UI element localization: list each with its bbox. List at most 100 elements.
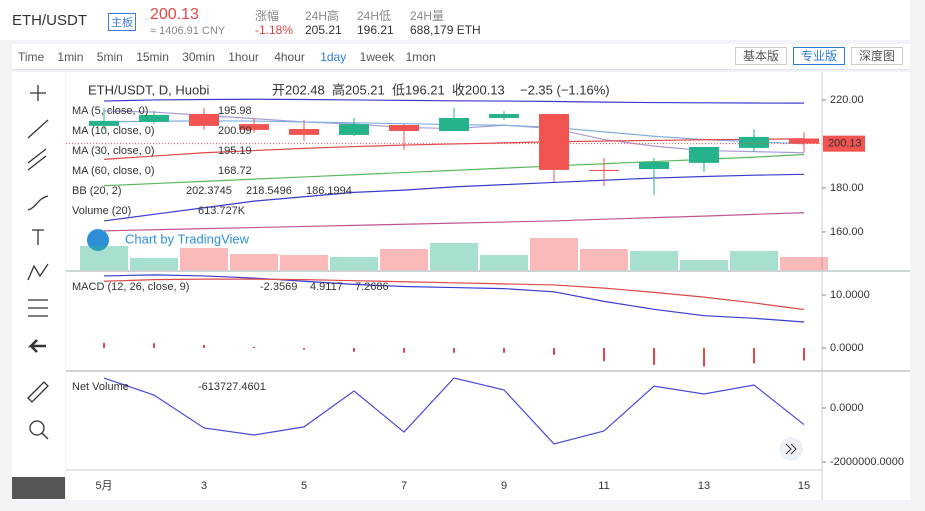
- x-tick-label: 5月: [95, 480, 112, 492]
- line: [103, 274, 805, 323]
- volume-bar: [680, 259, 728, 270]
- x-tick-label: 3: [201, 480, 207, 492]
- volume-bar: [230, 254, 278, 270]
- histogram-bar: [103, 342, 105, 349]
- volume-bar: [80, 245, 128, 270]
- legend-label: MACD (12, 26, close, 9): [72, 281, 189, 293]
- interval[interactable]: 1min: [57, 50, 84, 64]
- candle-body: [689, 147, 719, 163]
- ohlc-value: 200.13: [465, 82, 505, 97]
- candle-body: [539, 114, 569, 170]
- histogram-bar: [253, 346, 255, 349]
- tool-icons: [27, 85, 49, 440]
- line: [103, 278, 805, 311]
- toolbar: Time 1min 5min 15min 30min 1hour 4hour 1day 1wee…: [12, 44, 910, 70]
- stat-label: 涨幅: [255, 9, 280, 23]
- legend-label: MA (5, close, 0): [72, 105, 148, 117]
- change: −2.35 (−1.16%): [520, 82, 610, 97]
- histogram-bar: [653, 348, 655, 365]
- version-button[interactable]: 专业版: [793, 47, 845, 65]
- candle-body: [789, 138, 819, 144]
- stat-value: 205.21: [305, 23, 342, 37]
- candle-body: [289, 128, 319, 135]
- legend-value: 7.2686: [355, 281, 389, 293]
- price: 200.13: [150, 6, 199, 23]
- stat-value: -1.18%: [255, 23, 294, 37]
- ohlc-value: 196.21: [405, 82, 445, 97]
- y-tick-label: 220.00: [830, 94, 864, 106]
- line: [103, 98, 805, 104]
- version-button[interactable]: 基本版: [735, 47, 787, 65]
- legend-label: Volume (20): [72, 205, 131, 217]
- interval[interactable]: 5min: [96, 50, 123, 64]
- line: [103, 173, 805, 222]
- y-tick-label: -2000000.0000: [830, 456, 904, 468]
- x-tick-label: 7: [401, 480, 407, 492]
- histogram-bar: [603, 348, 605, 362]
- interval[interactable]: Time: [18, 50, 45, 64]
- candle-body: [739, 136, 769, 148]
- x-tick-label: 15: [798, 480, 810, 492]
- candle-body: [139, 114, 169, 122]
- volume-bar: [330, 256, 378, 270]
- histogram-bar: [203, 344, 205, 349]
- badge: 主板: [108, 13, 136, 31]
- volume-bar: [430, 243, 478, 270]
- ohlc-value: 202.48: [285, 82, 325, 97]
- ohlc-value: 205.21: [345, 82, 385, 97]
- interval[interactable]: 1mon: [405, 50, 436, 64]
- volume-bar: [380, 248, 428, 270]
- volume-bar: [780, 256, 828, 270]
- legend-value: -2.3569: [260, 281, 297, 293]
- candle-body: [389, 125, 419, 131]
- volume-bar: [180, 248, 228, 270]
- scroll-icon: [785, 443, 797, 455]
- legend-label: MA (60, close, 0): [72, 165, 155, 177]
- legend-value: 218.5496: [246, 185, 292, 197]
- x-tick-label: 9: [501, 480, 507, 492]
- interval[interactable]: 1day: [320, 50, 347, 64]
- histogram-bar: [553, 348, 555, 355]
- ohlc-label: 收: [452, 82, 465, 97]
- x-tick-label: 11: [598, 480, 609, 492]
- legend-label: MA (10, close, 0): [72, 125, 155, 137]
- legend-label: MA (30, close, 0): [72, 145, 155, 157]
- legend-label: BB (20, 2): [72, 185, 122, 197]
- stat-label: 24H高: [305, 9, 340, 23]
- candle-body: [589, 169, 619, 171]
- histogram-bar: [803, 348, 805, 361]
- histogram-bar: [353, 348, 355, 352]
- legend-value: 186.1994: [306, 185, 352, 197]
- histogram-bar: [753, 348, 755, 364]
- volume-bar: [280, 254, 328, 270]
- interval[interactable]: 4hour: [274, 50, 305, 64]
- volume-bar: [530, 238, 578, 270]
- interval[interactable]: 1hour: [228, 50, 259, 64]
- chart-area: [66, 72, 910, 500]
- ohlc-label: 开: [272, 82, 285, 97]
- pair: ETH/USDT: [12, 12, 87, 29]
- y-tick-label: 180.00: [830, 182, 864, 194]
- candle-body: [639, 161, 669, 170]
- volume-bar: [480, 254, 528, 270]
- header: ETH/USDT 主板 200.13 ≈ 1406.91 CNY 涨幅 -1.18…: [0, 0, 910, 40]
- interval[interactable]: 30min: [182, 50, 215, 64]
- stat-value: 196.21: [357, 23, 394, 37]
- interval[interactable]: 15min: [136, 50, 169, 64]
- legend-value: -613727.4601: [198, 381, 266, 393]
- line: [103, 153, 805, 187]
- version-button[interactable]: 深度图: [851, 47, 903, 65]
- x-tick-label: 13: [698, 480, 710, 492]
- candle-body: [489, 114, 519, 118]
- stat-label: 24H量: [410, 9, 445, 23]
- y-tick-label: 0.0000: [830, 342, 864, 354]
- x-tick-label: 5: [301, 480, 307, 492]
- drawing-toolbar: [12, 72, 65, 500]
- candle-body: [439, 117, 469, 131]
- interval[interactable]: 1week: [359, 50, 395, 64]
- watermark-logo: [87, 229, 109, 251]
- y-tick-label: 160.00: [830, 226, 864, 238]
- volume-bar: [580, 248, 628, 270]
- y-tick-label: 0.0000: [830, 402, 864, 414]
